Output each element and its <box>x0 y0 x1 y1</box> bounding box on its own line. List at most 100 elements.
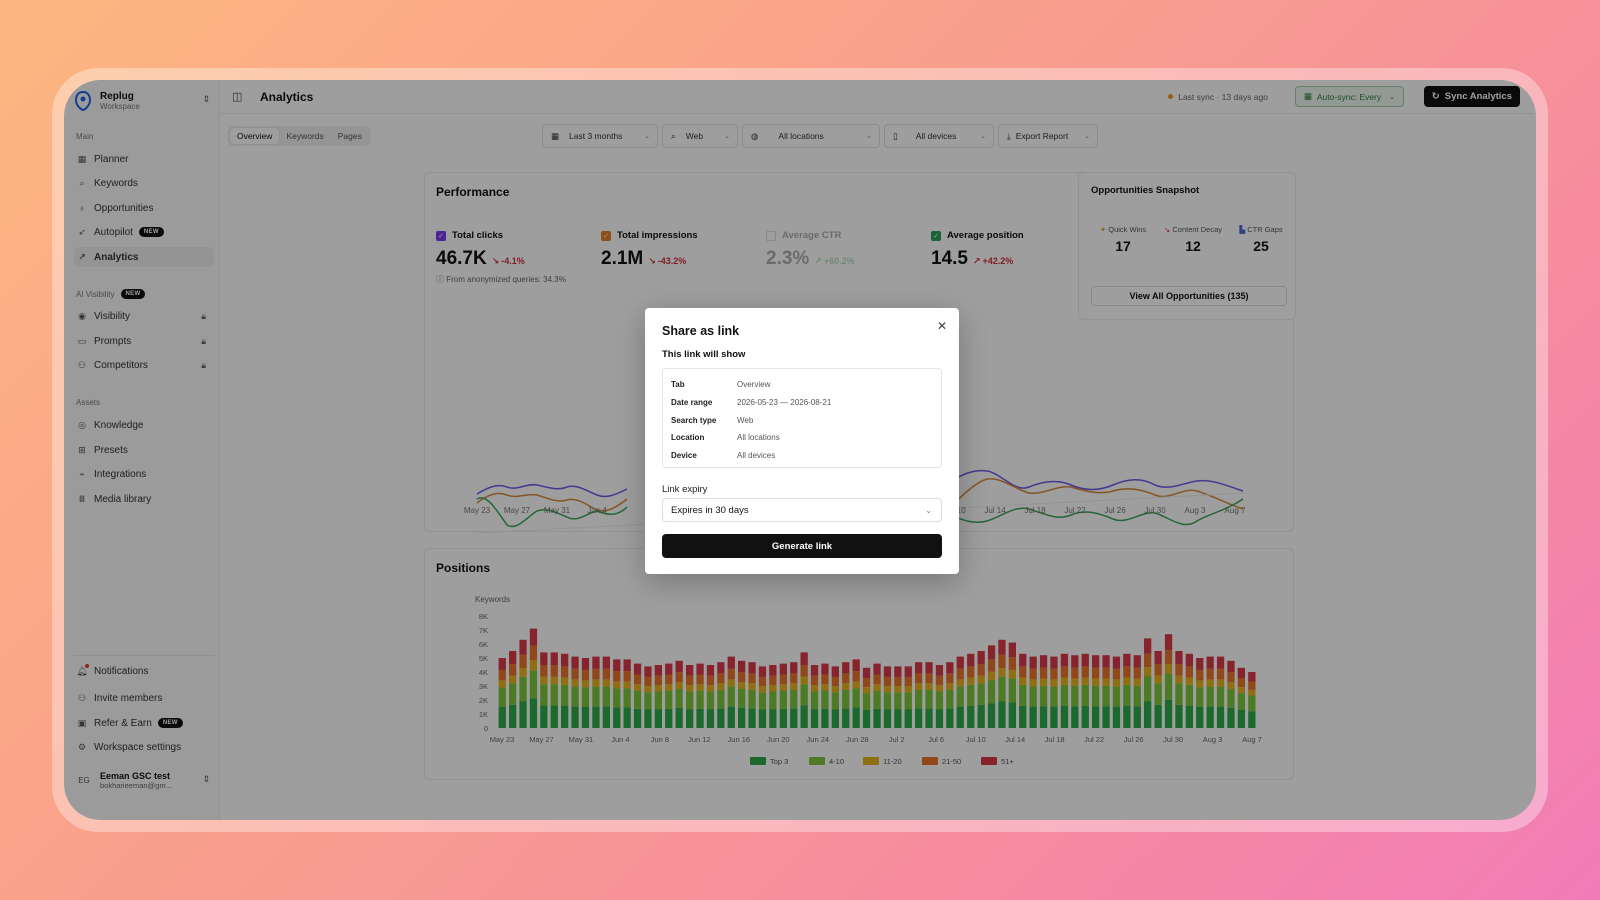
sidebar-item-refer-earn[interactable]: ▣ Refer & Earn NEW <box>74 713 214 733</box>
bar-segment-top-3 <box>529 698 538 728</box>
x-tick-label: May 23 <box>490 735 515 744</box>
auto-sync-select[interactable]: ▦ Auto-sync: Every ⌄ <box>1294 86 1404 107</box>
bar-segment-top-3 <box>1112 706 1121 728</box>
sync-analytics-button[interactable]: ↻ Sync Analytics <box>1423 86 1520 107</box>
bar-segment-top-3 <box>1071 706 1079 728</box>
bar-segment-top-3 <box>1102 706 1110 728</box>
x-tick-label: Aug 3 <box>1203 735 1223 744</box>
bar-segment-21-50 <box>915 673 923 684</box>
checkbox-icon[interactable]: ✓ <box>601 230 611 241</box>
sidebar-item-planner[interactable]: ▦ Planner <box>77 153 129 165</box>
bar-segment-11-20 <box>509 675 517 684</box>
bar-segment-51- <box>613 659 621 672</box>
workspace-sub: Workspace <box>100 101 140 111</box>
x-tick-label: Jun 28 <box>846 735 869 744</box>
link-expiry-select[interactable]: Expires in 30 days ⌄ <box>662 498 942 522</box>
series-impressions-line <box>476 492 628 512</box>
bar-segment-4-10 <box>873 690 881 709</box>
bar-segment-21-50 <box>696 674 704 685</box>
bar-segment-top-3 <box>810 709 819 728</box>
bar-segment-11-20 <box>1154 675 1162 684</box>
sidebar-item-presets[interactable]: ⊞ Presets <box>74 440 214 460</box>
tab-overview[interactable]: Overview <box>230 128 280 144</box>
generate-link-button[interactable]: Generate link <box>662 534 942 558</box>
search-type-select[interactable]: ⌕ Web ⌄ <box>662 124 738 148</box>
lightning-icon: ✦ <box>1099 225 1107 234</box>
bar-segment-51- <box>1154 651 1162 665</box>
sidebar-item-analytics[interactable]: ↗ Analytics <box>74 247 214 267</box>
app-window: Replug Workspace ⇕ Main ▦ Planner ⌕ Keywor… <box>64 80 1536 820</box>
lock-icon: 🔒︎ <box>201 335 206 346</box>
bar-segment-11-20 <box>998 668 1006 677</box>
sidebar-item-visibility[interactable]: ◉ Visibility 🔒︎ <box>74 306 214 326</box>
sidebar-item-workspace-settings[interactable]: ⚙ Workspace settings <box>77 741 182 753</box>
bar-segment-4-10 <box>1144 676 1152 702</box>
workspace-switcher[interactable]: Replug Workspace ⇕ <box>74 88 214 114</box>
checkbox-icon[interactable] <box>766 230 776 241</box>
bar-segment-11-20 <box>738 682 746 689</box>
bar-segment-11-20 <box>665 684 673 691</box>
chevron-down-icon: ⌄ <box>644 133 650 140</box>
bar-segment-4-10 <box>602 686 610 707</box>
sidebar-toggle-icon[interactable]: ◫ <box>232 91 243 103</box>
snapshot-quick-wins[interactable]: ✦ Quick Wins 17 <box>1099 225 1147 254</box>
sidebar-item-media-library[interactable]: Ⅲ Media library <box>74 489 214 509</box>
bar-segment-51- <box>800 652 808 666</box>
tab-pages[interactable]: Pages <box>337 131 362 141</box>
date-range-select[interactable]: ▦ Last 3 months ⌄ <box>542 124 658 148</box>
sidebar-item-keywords[interactable]: ⌕ Keywords <box>74 173 214 193</box>
section-assets: Assets <box>76 398 101 407</box>
trend-down-icon: ↘ <box>648 256 656 266</box>
bar-segment-4-10 <box>748 689 756 709</box>
bar-segment-4-10 <box>946 689 954 709</box>
metric-total-impressions[interactable]: ✓ Total impressions 2.1M ↘ -43.2% <box>601 230 698 269</box>
bar-segment-4-10 <box>633 690 642 709</box>
sidebar-item-prompts[interactable]: ▭ Prompts 🔒︎ <box>77 335 206 347</box>
bar-segment-11-20 <box>987 671 996 681</box>
bar-segment-4-10 <box>1029 686 1037 707</box>
snapshot-content-decay[interactable]: ↘ Content Decay 12 <box>1163 225 1222 254</box>
close-icon[interactable]: ✕ <box>936 319 947 333</box>
bar-segment-51- <box>1185 653 1193 667</box>
checkbox-icon[interactable]: ✓ <box>931 230 941 241</box>
bar-segment-51- <box>644 666 652 677</box>
location-select[interactable]: ◍ All locations ⌄ <box>742 124 880 148</box>
bar-segment-11-20 <box>592 679 600 687</box>
bar-segment-51- <box>915 662 923 674</box>
bar-segment-11-20 <box>1050 679 1058 687</box>
sidebar-item-integrations[interactable]: ⌁ Integrations <box>74 464 214 484</box>
positions-card: Positions Keywords 8K 7K 6K 5K 4K 3K 2K 1K 0 May 2… <box>424 548 1294 780</box>
sidebar-item-autopilot[interactable]: ➶ Autopilot NEW <box>74 222 214 242</box>
device-select[interactable]: ▯ All devices ⌄ <box>884 124 994 148</box>
export-report-button[interactable]: ⤓ Export Report ⌄ <box>998 124 1098 148</box>
snapshot-ctr-gaps[interactable]: ▙ CTR Gaps 25 <box>1239 225 1283 254</box>
bar-segment-top-3 <box>800 705 808 728</box>
sidebar-item-invite-members[interactable]: ⚇ Invite members <box>77 692 163 704</box>
x-tick-label: Jul 18 <box>1024 506 1046 515</box>
metric-average-position[interactable]: ✓ Average position 14.5 ↗ +42.2% <box>931 230 1024 269</box>
detail-row: Location All locations <box>671 433 780 443</box>
sidebar-item-opportunities[interactable]: ♁ Opportunities <box>74 198 214 218</box>
series-impressions-line-right <box>944 478 1244 512</box>
bar-segment-21-50 <box>1102 667 1110 679</box>
y-tick-label: 1K <box>479 710 488 719</box>
checkbox-icon[interactable]: ✓ <box>436 230 446 241</box>
bar-segment-21-50 <box>821 674 829 685</box>
x-tick-label: Jul 6 <box>928 735 944 744</box>
x-tick-label: Jul 22 <box>1064 506 1086 515</box>
legend-swatch <box>863 757 879 765</box>
tab-keywords[interactable]: Keywords <box>286 131 324 141</box>
metric-total-clicks[interactable]: ✓ Total clicks 46.7K ↘ -4.1% <box>436 230 525 269</box>
sidebar-item-knowledge[interactable]: ◎ Knowledge <box>74 415 214 435</box>
y-tick-label: 2K <box>479 696 488 705</box>
user-menu[interactable]: EG Eeman GSC test bokharieeman@gm... ⇕ <box>74 766 214 794</box>
bar-segment-21-50 <box>852 671 860 682</box>
view-all-opportunities-button[interactable]: View All Opportunities (135) <box>1091 286 1287 306</box>
metric-average-ctr[interactable]: Average CTR 2.3% ↗ +60.2% <box>766 230 855 269</box>
bar-segment-top-3 <box>748 708 756 728</box>
bar-segment-21-50 <box>1019 666 1027 678</box>
sidebar-item-competitors[interactable]: ⚇ Competitors 🔒︎ <box>77 359 206 371</box>
bar-segment-4-10 <box>727 686 735 707</box>
sidebar-item-notifications[interactable]: 🔔︎ Notifications <box>76 664 149 677</box>
info-icon: ⓘ <box>436 275 447 284</box>
